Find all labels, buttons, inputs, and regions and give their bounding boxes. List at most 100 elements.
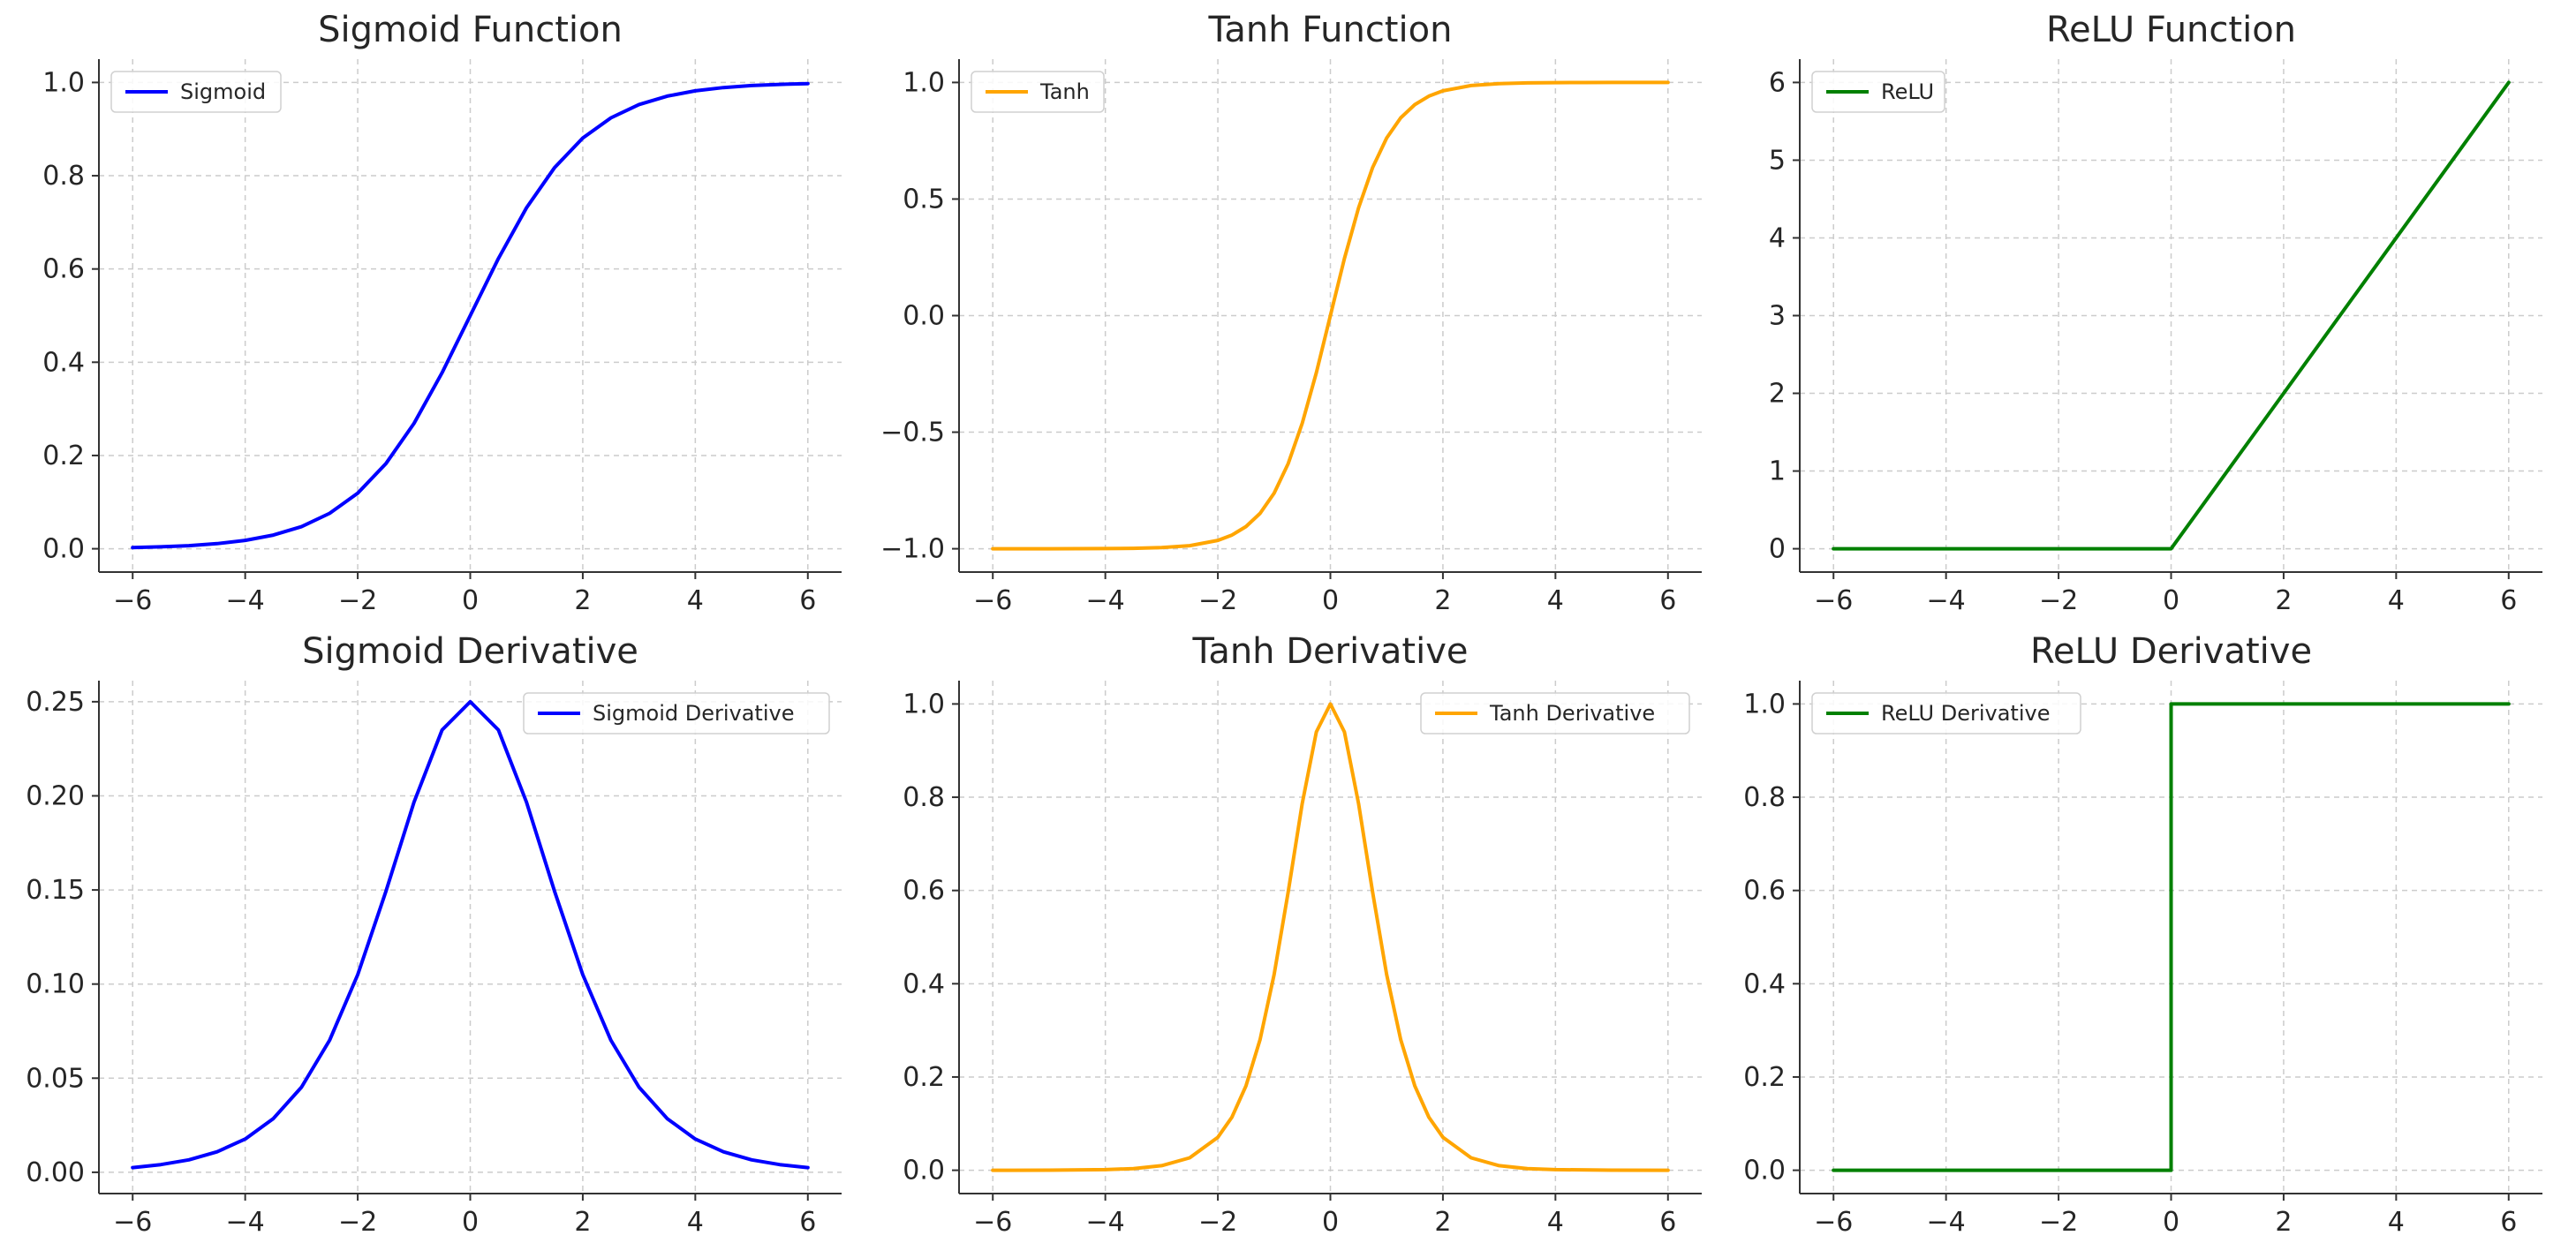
- tanh-derivative-line: [991, 702, 1670, 1172]
- relu-derivative-x-tick-label: 2: [2275, 1207, 2292, 1238]
- tanh-derivative-y-tick-label: 0.4: [903, 968, 945, 999]
- relu-function-y-tick-label: 4: [1769, 222, 1786, 253]
- tanh-function-y-tick-label: 1.0: [903, 67, 945, 98]
- tanh-derivative-legend: Tanh Derivative: [1420, 692, 1690, 734]
- tanh-function-x-tick-label: −4: [1086, 585, 1125, 616]
- relu-function-x-tick-label: −4: [1927, 585, 1966, 616]
- sigmoid-derivative-y-tick-label: 0.00: [26, 1157, 85, 1188]
- sigmoid-function-y-tick-label: 0.0: [42, 534, 85, 565]
- tanh-derivative-x-tick-label: 4: [1547, 1207, 1564, 1238]
- tanh-function-y-tick-label: −0.5: [880, 418, 945, 448]
- tanh-function-x-tick-label: 2: [1434, 585, 1451, 616]
- tanh-function-x-tick-label: 4: [1547, 585, 1564, 616]
- sigmoid-function-y-tick-label: 0.8: [42, 161, 85, 192]
- sigmoid-function-x-tick-label: 0: [462, 585, 479, 616]
- sigmoid-function-panel: Sigmoid Function −6 −4 −2 0 2 4 6 0.0 0.2 0.4 0.6 0.…: [42, 10, 842, 616]
- relu-function-legend-label: ReLU: [1881, 79, 1934, 104]
- tanh-derivative-x-tick-label: −6: [973, 1207, 1012, 1238]
- tanh-function-legend-frame: [971, 71, 1105, 113]
- sigmoid-derivative-legend: Sigmoid Derivative: [523, 692, 830, 734]
- sigmoid-function-legend: Sigmoid: [110, 71, 282, 113]
- sigmoid-function-legend-label: Sigmoid: [180, 79, 266, 104]
- sigmoid-derivative-x-tick-label: 0: [462, 1207, 479, 1238]
- relu-derivative-x-tick-label: 4: [2388, 1207, 2405, 1238]
- relu-function-y-tick-label: 5: [1769, 145, 1786, 176]
- tanh-function-y-tick-label: −1.0: [880, 534, 945, 565]
- sigmoid-function-x-tick-label: −4: [226, 585, 265, 616]
- relu-function-legend-frame: [1811, 71, 1945, 113]
- tanh-derivative-y-tick-label: 1.0: [903, 689, 945, 719]
- sigmoid-derivative-line: [131, 699, 810, 1170]
- sigmoid-function-x-tick-label: −6: [113, 585, 152, 616]
- tanh-function-x-tick-label: 0: [1322, 585, 1339, 616]
- relu-derivative-y-tick-label: 0.0: [1743, 1156, 1786, 1186]
- sigmoid-derivative-y-tick-label: 0.10: [26, 969, 85, 1000]
- relu-derivative-x-tick-label: 6: [2500, 1207, 2517, 1238]
- tanh-function-x-tick-label: −2: [1198, 585, 1237, 616]
- tanh-line: [991, 80, 1670, 551]
- tanh-derivative-panel: Tanh Derivative −6 −4 −2 0 2 4 6 0.0 0.2 0.4 0.6 0.8…: [903, 631, 1702, 1238]
- relu-derivative-y-tick-label: 1.0: [1743, 689, 1786, 719]
- sigmoid-derivative-y-tick-label: 0.15: [26, 875, 85, 906]
- tanh-function-legend: Tanh: [971, 71, 1105, 113]
- sigmoid-derivative-x-tick-label: 2: [574, 1207, 591, 1238]
- relu-derivative-x-tick-label: −2: [2039, 1207, 2078, 1238]
- tanh-function-panel: Tanh Function −6 −4 −2 0 2 4 6 −1.0 −0.5 0.0 0.5 1.0…: [880, 10, 1702, 616]
- tanh-function-legend-label: Tanh: [1039, 79, 1090, 104]
- relu-derivative-y-tick-label: 0.6: [1743, 876, 1786, 907]
- sigmoid-derivative-panel: Sigmoid Derivative −6 −4 −2 0 2 4 6 0.00 0.05 0.10…: [26, 631, 842, 1238]
- sigmoid-derivative-x-tick-label: −2: [338, 1207, 377, 1238]
- sigmoid-function-x-tick-label: 4: [687, 585, 704, 616]
- sigmoid-derivative-y-tick-label: 0.25: [26, 687, 85, 718]
- relu-derivative-x-tick-label: −6: [1814, 1207, 1853, 1238]
- relu-function-legend: ReLU: [1811, 71, 1945, 113]
- sigmoid-derivative-x-tick-label: 4: [687, 1207, 704, 1238]
- tanh-derivative-x-tick-label: 0: [1322, 1207, 1339, 1238]
- relu-derivative-x-tick-label: −4: [1927, 1207, 1966, 1238]
- sigmoid-derivative-x-tick-label: −4: [226, 1207, 265, 1238]
- relu-function-y-tick-label: 1: [1769, 456, 1786, 487]
- tanh-derivative-x-tick-label: 6: [1659, 1207, 1676, 1238]
- sigmoid-function-title: Sigmoid Function: [318, 10, 623, 50]
- sigmoid-function-x-tick-label: 6: [799, 585, 816, 616]
- relu-derivative-legend-label: ReLU Derivative: [1881, 701, 2050, 726]
- sigmoid-function-x-tick-label: −2: [338, 585, 377, 616]
- relu-function-title: ReLU Function: [2046, 10, 2296, 50]
- relu-function-panel: ReLU Function −6 −4 −2 0 2 4 6 0 1 2 3 4 5 6 ReLU: [1769, 10, 2542, 616]
- sigmoid-derivative-legend-label: Sigmoid Derivative: [593, 701, 794, 726]
- relu-derivative-y-tick-label: 0.4: [1743, 968, 1786, 999]
- relu-derivative-title: ReLU Derivative: [2030, 631, 2312, 672]
- sigmoid-derivative-y-tick-label: 0.20: [26, 780, 85, 811]
- tanh-derivative-x-tick-label: −2: [1198, 1207, 1237, 1238]
- relu-derivative-y-tick-label: 0.2: [1743, 1062, 1786, 1093]
- tanh-derivative-legend-label: Tanh Derivative: [1489, 701, 1655, 726]
- tanh-derivative-y-tick-label: 0.2: [903, 1062, 945, 1093]
- relu-derivative-legend: ReLU Derivative: [1811, 692, 2081, 734]
- tanh-derivative-y-tick-label: 0.0: [903, 1156, 945, 1186]
- relu-derivative-y-tick-label: 0.8: [1743, 782, 1786, 813]
- sigmoid-derivative-y-tick-label: 0.05: [26, 1063, 85, 1094]
- tanh-function-y-tick-label: 0.0: [903, 301, 945, 332]
- sigmoid-function-y-tick-label: 1.0: [42, 67, 85, 98]
- relu-derivative-panel: ReLU Derivative −6 −4 −2 0 2 4 6 0.0 0.2 0.4 0.6 0.8…: [1743, 631, 2542, 1238]
- tanh-derivative-x-tick-label: −4: [1086, 1207, 1125, 1238]
- relu-function-x-tick-label: −6: [1814, 585, 1853, 616]
- relu-derivative-legend-frame: [1811, 692, 2081, 734]
- sigmoid-derivative-x-tick-label: −6: [113, 1207, 152, 1238]
- relu-derivative-line: [1832, 702, 2511, 1172]
- tanh-derivative-legend-frame: [1420, 692, 1690, 734]
- sigmoid-function-y-tick-label: 0.2: [42, 441, 85, 471]
- sigmoid-derivative-x-tick-label: 6: [799, 1207, 816, 1238]
- relu-line: [1832, 80, 2511, 551]
- sigmoid-function-x-tick-label: 2: [574, 585, 591, 616]
- relu-function-y-tick-label: 2: [1769, 379, 1786, 410]
- tanh-derivative-x-tick-label: 2: [1434, 1207, 1451, 1238]
- relu-function-y-tick-label: 3: [1769, 301, 1786, 332]
- sigmoid-derivative-title: Sigmoid Derivative: [302, 631, 638, 672]
- relu-function-y-tick-label: 0: [1769, 534, 1786, 565]
- relu-function-x-tick-label: 4: [2388, 585, 2405, 616]
- relu-derivative-x-tick-label: 0: [2163, 1207, 2179, 1238]
- sigmoid-function-y-tick-label: 0.4: [42, 347, 85, 378]
- tanh-function-x-tick-label: −6: [973, 585, 1012, 616]
